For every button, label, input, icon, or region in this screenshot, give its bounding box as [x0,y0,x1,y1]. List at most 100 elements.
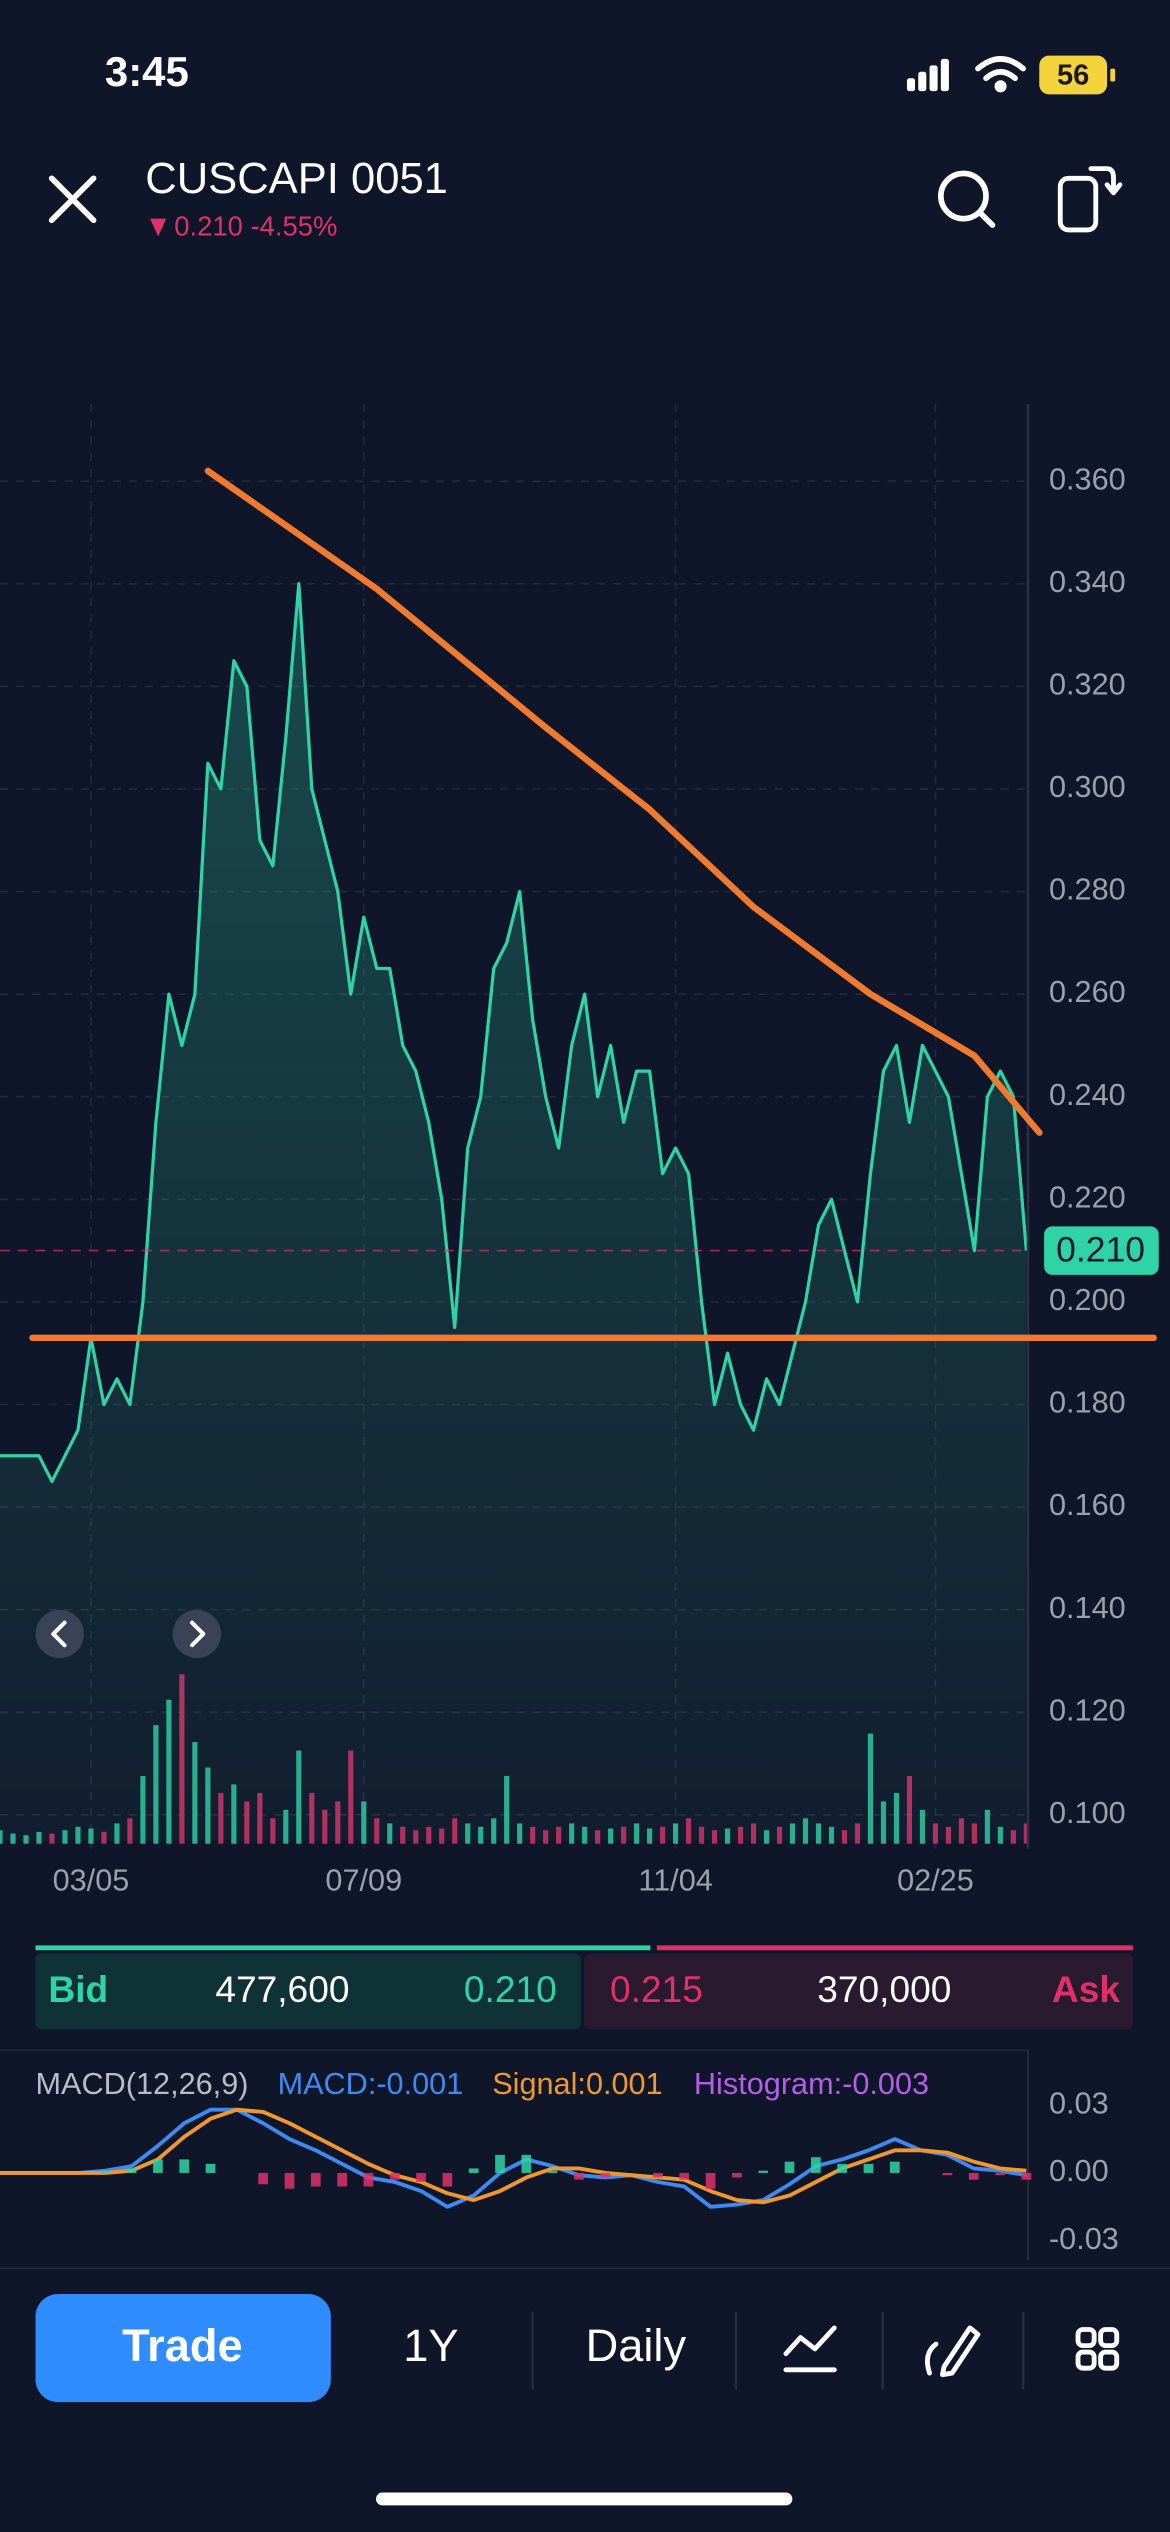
macd-tick-label: 0.00 [1049,2154,1109,2188]
histogram-bar [968,2172,979,2180]
overlays: 0.360 0.340 0.320 0.300 0.280 0.260 0.240 0.220… [0,462,1159,1898]
y-tick-label: 0.300 [1049,770,1126,804]
ask-box [584,1953,1133,2030]
histogram-bar [468,2168,479,2173]
macd-chart: 0.03 0.00 -0.03 MACD:-0.001 Signal:0.001 Hist… [0,2067,1119,2256]
price-chart [0,582,1028,1841]
ask-size: 370,000 [817,1968,951,2010]
scroll-left[interactable] [35,1609,84,1659]
bid-box [35,1953,581,2030]
histogram-bar [942,2172,953,2176]
histogram-bar [810,2157,821,2173]
y-tick-label: 0.200 [1049,1283,1126,1317]
y-tick-label: 0.100 [1049,1796,1126,1830]
wifi-icon [975,56,1026,93]
histogram-bar [600,2172,611,2178]
histogram-bar [995,2172,1005,2176]
legend-entry: Histogram:-0.003 [694,2067,929,2101]
histogram-bar [889,2161,900,2173]
histogram-bar [442,2172,453,2187]
ask-label: Ask [1052,1968,1120,2010]
legend-entry: Signal:0.001 [492,2067,662,2101]
more-button[interactable] [1075,2327,1120,2371]
y-tick-label: 0.320 [1049,667,1126,701]
scroll-right[interactable] [172,1609,222,1659]
battery-level: 56 [1057,59,1089,91]
y-tick-label: 0.340 [1049,565,1126,599]
histogram-bar [205,2163,216,2173]
bid-size: 477,600 [215,1968,349,2010]
search-button[interactable] [938,170,996,228]
macd-line [0,2107,1027,2209]
histogram-bar [310,2172,321,2187]
macd-tick-label: 0.03 [1049,2086,1109,2120]
histogram-bar [495,2154,505,2173]
y-tick-label: 0.140 [1049,1591,1126,1625]
x-tick-label: 02/25 [897,1864,974,1898]
legend-entry: MACD:-0.001 [278,2067,464,2101]
histogram-bar [521,2154,532,2173]
indicator-button[interactable] [783,2325,837,2373]
x-tick-label: 11/04 [638,1864,712,1898]
histogram-bar [363,2172,374,2187]
ask-price: 0.215 [610,1968,703,2010]
histogram-bar [705,2172,716,2189]
battery-nub [1110,68,1116,82]
range-button[interactable]: 1Y [403,2320,458,2371]
y-tick-label: 0.220 [1049,1180,1126,1214]
macd-title: MACD(12,26,9) [36,2067,249,2101]
y-tick-label: 0.260 [1049,975,1126,1009]
ask-strength [656,1945,1133,1951]
trend-line [204,467,1043,1136]
histogram-bar [1021,2172,1032,2180]
histogram-bar [863,2163,874,2173]
bid-price: 0.210 [464,1968,557,2010]
histogram-bar [574,2172,584,2180]
histogram-bar [284,2172,295,2189]
y-tick-label: 0.120 [1049,1693,1126,1727]
price-line [0,582,1028,1484]
macd-tick-label: -0.03 [1049,2222,1119,2256]
histogram-bar [784,2161,795,2173]
histogram-bar [389,2172,400,2180]
histogram-bar [732,2172,742,2178]
trade-button[interactable] [35,2293,331,2403]
down-arrow [150,218,167,237]
y-tick-label: 0.180 [1049,1386,1126,1420]
histogram-bar [758,2170,769,2173]
y-tick-label: 0.240 [1049,1078,1126,1112]
rotate-button[interactable] [1057,166,1123,233]
histogram-bar [153,2159,163,2173]
last-price-label: 0.210 [1056,1230,1145,1270]
histogram-bar [547,2170,558,2173]
y-tick-label: 0.360 [1049,462,1126,496]
histogram-bar [337,2172,347,2187]
toolbar-dividers [531,2311,1025,2390]
home-indicator [376,2492,793,2506]
draw-button[interactable] [925,2325,981,2378]
histogram-bar [679,2172,690,2180]
interval-button[interactable]: Daily [586,2320,687,2371]
symbol-title: CUSCAPI 0051 [145,155,448,203]
x-tick-label: 07/09 [325,1864,402,1898]
x-tick-label: 03/05 [53,1864,130,1898]
macd-line [0,2107,1027,2205]
histogram-bar [258,2172,269,2185]
y-tick-label: 0.280 [1049,873,1126,907]
volume-bar [1023,1823,1029,1844]
battery [1039,55,1108,95]
histogram-bar [837,2163,847,2173]
bid-strength [35,1945,651,1951]
histogram-bar [100,2170,111,2173]
trade-label: Trade [122,2320,243,2371]
clock: 3:45 [105,48,189,95]
close-button[interactable] [48,175,97,224]
histogram-bar [416,2172,426,2182]
area-fill [0,583,1027,1841]
histogram-bar [653,2172,663,2178]
bid-label: Bid [48,1968,108,2010]
y-tick-label: 0.160 [1049,1488,1126,1522]
last-price-tag [1044,1226,1159,1275]
histogram-bar [179,2159,190,2173]
